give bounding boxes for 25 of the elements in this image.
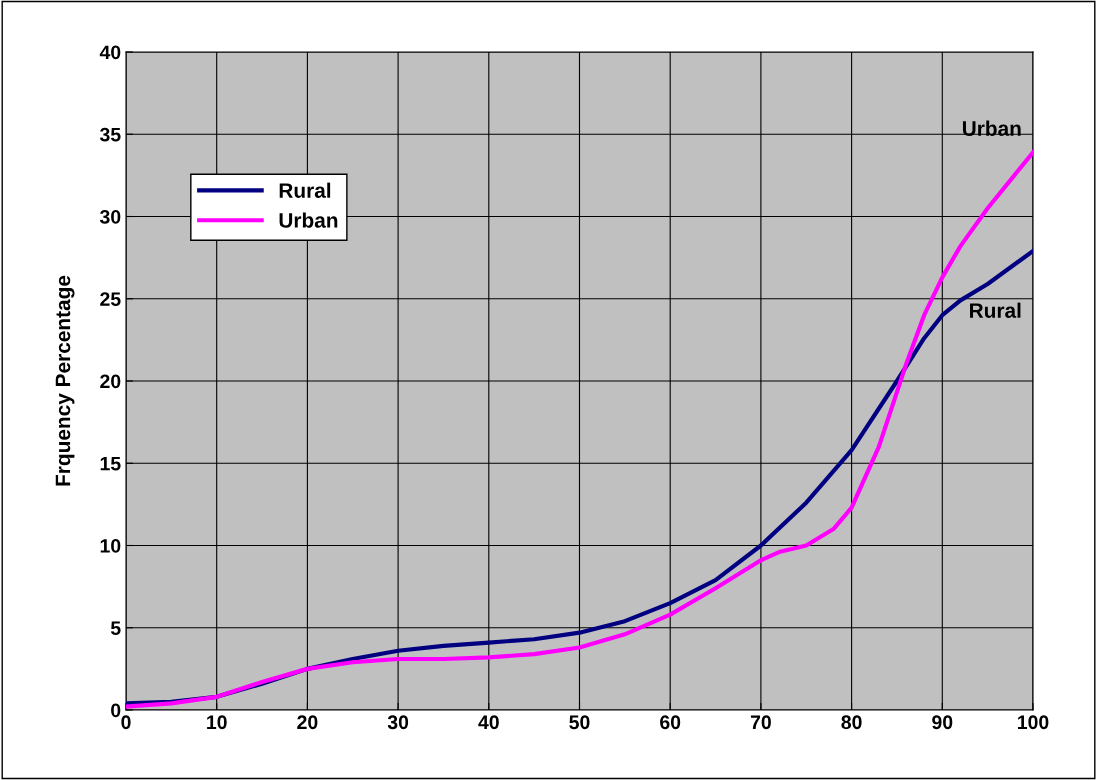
y-tick-label: 5 bbox=[110, 621, 121, 635]
y-tick-label: 10 bbox=[100, 538, 121, 553]
y-tick-label: 20 bbox=[100, 374, 121, 389]
y-tick-label: 15 bbox=[100, 456, 121, 471]
x-tick-label: 30 bbox=[387, 715, 409, 730]
y-tick-label: 0 bbox=[111, 703, 121, 718]
y-tick-label: 25 bbox=[100, 292, 121, 306]
legend-label: Rural bbox=[279, 182, 331, 198]
x-tick-label: 70 bbox=[750, 715, 771, 730]
y-tick-label: 30 bbox=[99, 209, 121, 224]
x-tick-label: 90 bbox=[932, 715, 953, 730]
x-tick-label: 50 bbox=[569, 715, 590, 730]
x-tick-label: 100 bbox=[1018, 715, 1049, 730]
y-tick-label: 40 bbox=[99, 45, 121, 60]
annotation: Urban bbox=[962, 120, 1021, 136]
annotation: Rural bbox=[970, 302, 1021, 318]
x-tick-label: 20 bbox=[297, 715, 318, 730]
y-tick-label: 35 bbox=[99, 127, 121, 142]
legend-label: Urban bbox=[279, 212, 338, 228]
y-axis-title: Frquency Percentage bbox=[55, 275, 75, 486]
x-tick-label: 10 bbox=[207, 715, 227, 730]
x-tick-label: 80 bbox=[841, 715, 862, 730]
x-tick-label: 0 bbox=[121, 715, 131, 730]
x-tick-label: 40 bbox=[478, 715, 499, 730]
x-tick-label: 60 bbox=[660, 715, 681, 730]
